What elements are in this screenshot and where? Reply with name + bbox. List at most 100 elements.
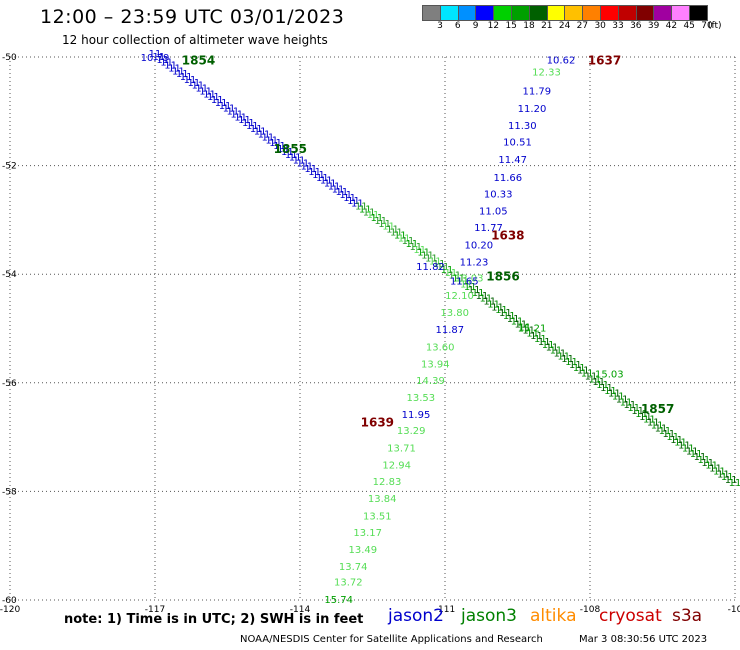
y-tick-label: -50: [2, 53, 17, 63]
dense-track-mark: 11: [701, 458, 714, 469]
scale-label: 24: [558, 21, 571, 31]
swh-point-label: 13.71: [387, 443, 416, 454]
dense-track-mark: 11: [573, 363, 586, 374]
swh-point-label: 11.05: [479, 207, 508, 218]
swh-point-label: 13.53: [407, 393, 436, 404]
dense-track-mark: 11: [367, 210, 380, 221]
scale-swatch: [439, 5, 459, 21]
dense-track-mark: 11: [254, 127, 267, 138]
swh-point-label: 13.80: [440, 308, 469, 319]
dense-track-mark: 11: [717, 469, 730, 480]
scale-label: 36: [630, 21, 642, 31]
swh-point-label: 10.51: [503, 138, 532, 149]
dense-track-mark: 11: [507, 314, 520, 325]
dense-track-mark: 11: [460, 279, 473, 290]
dense-track-mark: 11: [269, 138, 282, 149]
scale-label: 9: [472, 21, 479, 31]
swh-point-label: 10.79: [141, 53, 170, 64]
swh-point-label: 13.84: [368, 494, 397, 505]
dense-track-mark: 11: [242, 118, 255, 129]
swh-point-label: 12.33: [532, 68, 561, 79]
dense-track-mark: 11: [343, 193, 356, 204]
scale-swatch: [617, 5, 637, 21]
dense-track-mark: 11: [386, 225, 399, 236]
legend-altika: altika: [530, 606, 577, 626]
footnote: note: 1) Time is in UTC; 2) SWH is in fe…: [64, 612, 364, 627]
dense-track-mark: 11: [452, 274, 465, 285]
swh-point-label: 11.95: [402, 410, 431, 421]
scale-label: 33: [612, 21, 624, 31]
dense-track-mark: 11: [191, 81, 204, 92]
dense-track-mark: 11: [561, 354, 574, 365]
dense-track-mark: 11: [172, 66, 185, 77]
dense-track-marks: 1111111111111111111111111111111111111111…: [149, 49, 740, 489]
swh-point-label: 11.20: [518, 104, 547, 115]
scale-swatch: [493, 5, 512, 21]
dense-track-mark: 11: [277, 144, 290, 155]
dense-track-mark: 11: [371, 213, 384, 224]
swh-point-label: 11.66: [494, 173, 523, 184]
dense-track-mark: 11: [647, 418, 660, 429]
dense-track-mark: 11: [709, 464, 722, 475]
dense-track-mark: 11: [335, 187, 348, 198]
dense-track-mark: 11: [207, 92, 220, 103]
scale-swatch: [689, 5, 708, 21]
dense-track-mark: 11: [223, 104, 236, 115]
dense-track-mark: 11: [176, 69, 189, 80]
scale-swatch: [457, 5, 477, 21]
dense-track-mark: 11: [417, 248, 430, 259]
dense-track-mark: 11: [600, 383, 613, 394]
dense-track-mark: 11: [409, 242, 422, 253]
dense-track-mark: 11: [721, 472, 734, 483]
dense-track-mark: 11: [234, 112, 247, 123]
dense-track-mark: 11: [713, 466, 726, 477]
dense-track-mark: 11: [273, 141, 286, 152]
dense-track-mark: 11: [678, 441, 691, 452]
dense-track-mark: 11: [480, 294, 493, 305]
dense-track-mark: 11: [444, 268, 457, 279]
dense-track-mark: 11: [199, 86, 212, 97]
dense-track-mark: 11: [153, 52, 166, 63]
dense-track-mark: 11: [666, 432, 679, 443]
dense-track-mark: 11: [437, 262, 450, 273]
dense-track-mark: 11: [588, 374, 601, 385]
dense-track-mark: 11: [203, 89, 216, 100]
legend-jason3: jason3: [461, 606, 517, 626]
scale-label: 45: [683, 21, 695, 31]
track-time-label: 1857: [641, 402, 674, 416]
dense-track-mark: 11: [643, 415, 656, 426]
dense-track-mark: 11: [487, 299, 500, 310]
scale-label: 70: [701, 21, 713, 31]
scale-swatch: [528, 5, 548, 21]
dense-track-mark: 11: [557, 351, 570, 362]
dense-track-mark: 11: [421, 251, 434, 262]
dense-track-mark: 11: [499, 308, 512, 319]
scale-swatch: [600, 5, 619, 21]
dense-track-mark: 11: [495, 305, 508, 316]
scale-label: 3: [437, 21, 443, 31]
dense-track-mark: 11: [581, 369, 594, 380]
dense-track-mark: 11: [682, 443, 695, 454]
dense-track-mark: 11: [491, 302, 504, 313]
track-time-label: 1855: [274, 142, 307, 156]
swh-point-label: 11.47: [498, 155, 527, 166]
dense-track-mark: 11: [246, 121, 259, 132]
y-tick-label: -58: [2, 487, 17, 497]
dense-track-mark: 11: [238, 115, 251, 126]
swh-point-label: 13.17: [353, 528, 382, 539]
dense-track-mark: 11: [258, 130, 271, 141]
dense-track-mark: 11: [328, 181, 341, 192]
track-time-label: 1637: [588, 54, 621, 68]
dense-track-mark: 11: [483, 297, 496, 308]
dense-track-mark: 11: [538, 337, 551, 348]
swh-point-label: 15.74: [324, 595, 353, 606]
dense-track-mark: 11: [662, 429, 675, 440]
dense-track-mark: 11: [359, 204, 372, 215]
dense-track-mark: 11: [604, 386, 617, 397]
dense-track-mark: 11: [530, 331, 543, 342]
dense-track-mark: 11: [250, 124, 263, 135]
dense-track-mark: 11: [472, 288, 485, 299]
dense-track-mark: 11: [378, 219, 391, 230]
scale-swatch: [671, 5, 690, 21]
